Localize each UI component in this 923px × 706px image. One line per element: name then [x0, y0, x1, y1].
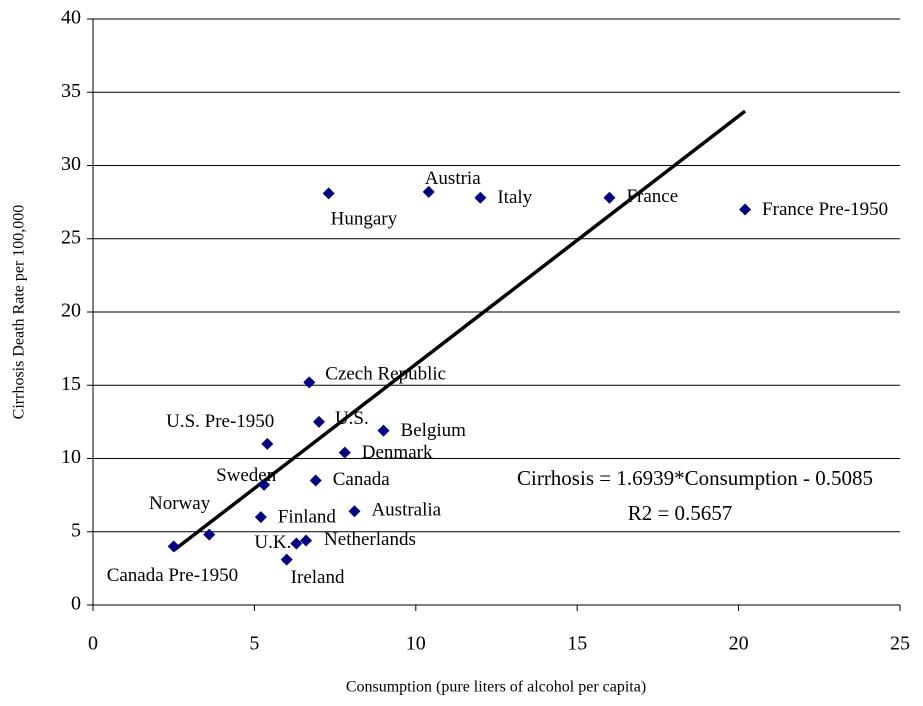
point-label: Denmark	[362, 442, 433, 463]
x-tick-label: 25	[890, 633, 910, 655]
y-tick-label: 25	[61, 226, 81, 248]
point-label: Belgium	[401, 420, 467, 441]
point-label: Ireland	[291, 567, 345, 588]
point	[290, 537, 303, 550]
equation: Cirrhosis = 1.6939*Consumption - 0.5085	[517, 466, 873, 490]
point	[739, 203, 752, 216]
x-axis-title: Consumption (pure liters of alcohol per …	[346, 679, 646, 696]
trendline	[172, 109, 747, 552]
y-tick-label: 10	[61, 446, 81, 468]
x-tick-label: 5	[249, 633, 259, 655]
point-label: Australia	[371, 500, 441, 521]
r-squared: R2 = 0.5657	[628, 501, 733, 525]
point	[312, 415, 325, 428]
point	[167, 540, 180, 553]
point-label: France Pre-1950	[762, 199, 888, 220]
point	[377, 424, 390, 437]
point	[300, 534, 313, 547]
y-tick-label: 0	[71, 593, 81, 615]
y-tick-label: 30	[61, 153, 81, 175]
x-tick-label: 20	[729, 633, 749, 655]
point-label: Finland	[278, 506, 337, 527]
point	[322, 187, 335, 200]
y-tick-label: 20	[61, 300, 81, 322]
point	[603, 191, 616, 204]
point	[309, 474, 322, 487]
point-label: Italy	[497, 187, 532, 208]
point-label: U.S. Pre-1950	[166, 411, 274, 432]
point	[280, 553, 293, 566]
point	[261, 437, 274, 450]
point-label: Canada	[333, 469, 391, 490]
point-label: Netherlands	[324, 529, 416, 550]
point	[303, 376, 316, 389]
point-label: Czech Republic	[325, 364, 446, 385]
point-label: Austria	[425, 168, 482, 189]
point-label: Norway	[149, 493, 211, 514]
y-axis-title: Cirrhosis Death Rate per 100,000	[11, 205, 28, 420]
y-tick-label: 5	[71, 519, 81, 541]
point-label: Canada Pre-1950	[107, 565, 238, 586]
point-label: Sweden	[216, 465, 277, 486]
y-tick-label: 15	[61, 373, 81, 395]
point	[254, 511, 267, 524]
point	[338, 446, 351, 459]
y-tick-label: 40	[61, 7, 81, 29]
point	[422, 185, 435, 198]
x-tick-label: 0	[88, 633, 98, 655]
point	[474, 191, 487, 204]
point-label: Hungary	[331, 209, 398, 230]
point-label: U.K.	[254, 532, 291, 553]
point-label: France	[626, 186, 678, 207]
y-tick-label: 35	[61, 80, 81, 102]
x-tick-label: 15	[567, 633, 587, 655]
point-label: U.S.	[335, 408, 369, 429]
point	[348, 505, 361, 518]
x-tick-label: 10	[406, 633, 426, 655]
point	[258, 478, 271, 491]
point	[203, 528, 216, 541]
